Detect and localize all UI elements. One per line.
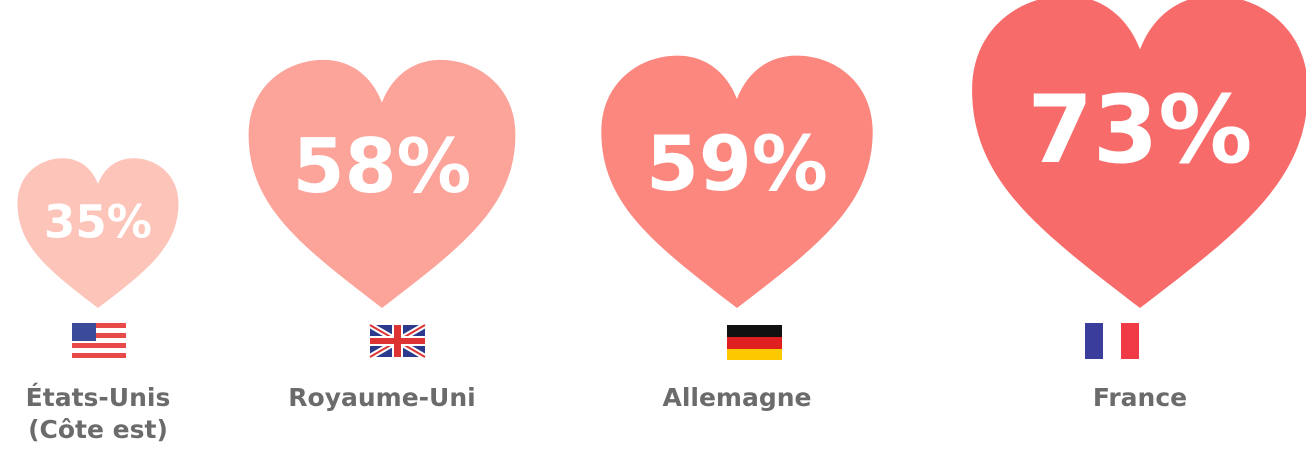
category-label: France (1092, 383, 1188, 412)
category-label: États-Unis (Côte est) (25, 383, 171, 444)
flag-uk (368, 322, 427, 360)
flag-us (72, 323, 126, 358)
category-label: Royaume-Uni (288, 383, 476, 412)
flag-fr (1085, 323, 1139, 359)
heart (248, 59, 516, 309)
value-label: 59% (646, 119, 828, 208)
value-label: 35% (44, 196, 152, 249)
heart (972, 0, 1306, 308)
flag-de (727, 325, 782, 360)
heart (601, 55, 873, 308)
value-label: 73% (1028, 76, 1253, 185)
heart (17, 158, 179, 308)
category-label: Allemagne (662, 383, 812, 412)
value-label: 58% (293, 123, 472, 210)
